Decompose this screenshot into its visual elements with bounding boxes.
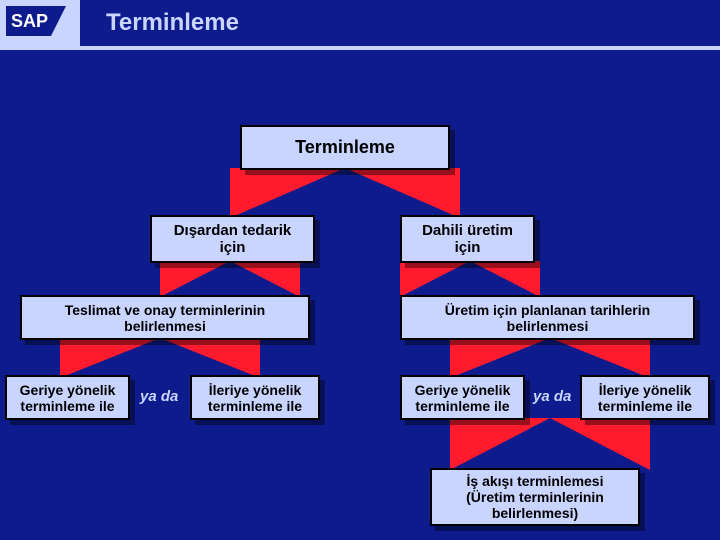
connector	[160, 338, 260, 378]
ya-da-right: ya da	[533, 388, 571, 405]
diagram-area: Terminleme Dışardan tedarik için Dahili …	[0, 50, 720, 540]
sap-logo: SAP	[6, 6, 66, 41]
level2-left-label: Teslimat ve onay terminlerinin belirlenm…	[22, 298, 308, 338]
root-box: Terminleme	[240, 125, 450, 170]
connector	[450, 338, 550, 378]
root-label: Terminleme	[287, 133, 403, 162]
final-box: İş akışı terminlemesi (Üretim terminleri…	[430, 468, 640, 526]
connector	[230, 168, 345, 218]
leaf-fwd-left-box: İleriye yönelik terminleme ile	[190, 375, 320, 420]
connector	[470, 261, 540, 297]
connector	[450, 418, 550, 470]
leaf-back-right-label: Geriye yönelik terminleme ile	[402, 378, 523, 418]
connector	[400, 261, 470, 297]
header: SAP Terminleme	[0, 0, 720, 50]
connector	[230, 261, 300, 297]
connector	[345, 168, 460, 218]
level2-right-box: Üretim için planlanan tarihlerin belirle…	[400, 295, 695, 340]
leaf-fwd-right-label: İleriye yönelik terminleme ile	[582, 378, 708, 418]
ya-da-left: ya da	[140, 388, 178, 405]
final-line1: İş akışı terminlemesi	[467, 473, 604, 489]
leaf-fwd-right-box: İleriye yönelik terminleme ile	[580, 375, 710, 420]
leaf-back-left-label: Geriye yönelik terminleme ile	[7, 378, 128, 418]
svg-text:SAP: SAP	[11, 11, 48, 31]
connector	[550, 418, 650, 470]
level2-left-box: Teslimat ve onay terminlerinin belirlenm…	[20, 295, 310, 340]
connector	[160, 261, 230, 297]
connector	[550, 338, 650, 378]
page-title: Terminleme	[106, 9, 239, 37]
level1-left-box: Dışardan tedarik için	[150, 215, 315, 263]
level1-right-label: Dahili üretim için	[402, 218, 533, 260]
final-line2: (Üretim terminlerinin	[466, 489, 604, 505]
leaf-back-left-box: Geriye yönelik terminleme ile	[5, 375, 130, 420]
final-line3: belirlenmesi)	[492, 505, 578, 521]
leaf-fwd-left-label: İleriye yönelik terminleme ile	[192, 378, 318, 418]
level1-right-box: Dahili üretim için	[400, 215, 535, 263]
leaf-back-right-box: Geriye yönelik terminleme ile	[400, 375, 525, 420]
level2-right-label: Üretim için planlanan tarihlerin belirle…	[402, 298, 693, 338]
connector	[60, 338, 160, 378]
level1-left-label: Dışardan tedarik için	[152, 218, 313, 260]
